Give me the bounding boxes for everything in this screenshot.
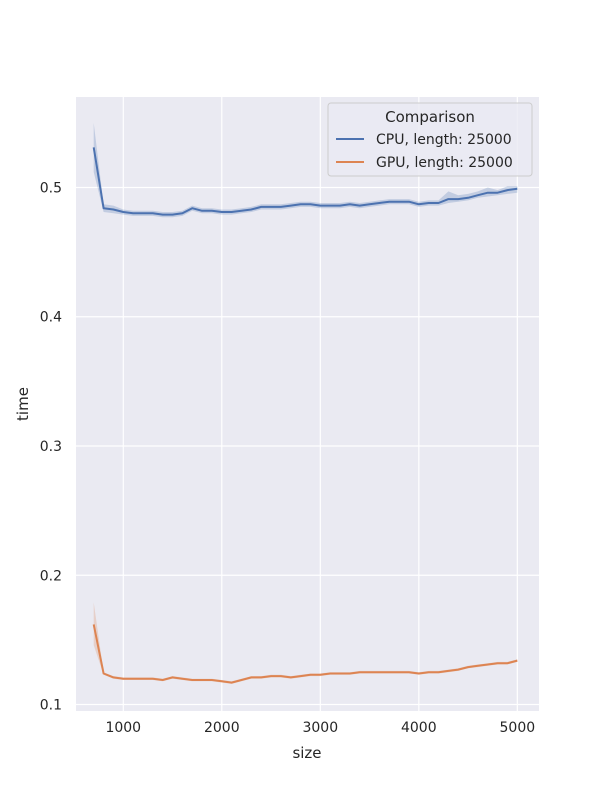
y-tick-label: 0.1 [40, 698, 62, 714]
y-tick-label: 0.3 [40, 439, 62, 455]
x-tick-label: 1000 [105, 720, 141, 736]
x-tick-label: 3000 [302, 720, 338, 736]
x-axis-ticks: 1000 2000 3000 4000 5000 [105, 720, 535, 736]
legend-box [327, 102, 533, 177]
y-tick-label: 0.4 [40, 310, 62, 326]
series-line-0 [92, 147, 518, 216]
legend-title: Comparison [385, 108, 475, 126]
y-axis-ticks: 0.1 0.2 0.3 0.4 0.5 [40, 180, 62, 713]
x-tick-label: 5000 [500, 720, 536, 736]
y-axis-label: time [14, 387, 32, 421]
y-tick-label: 0.2 [40, 568, 62, 584]
x-tick-label: 2000 [204, 720, 240, 736]
x-tick-label: 4000 [401, 720, 437, 736]
series-lines [92, 147, 518, 684]
legend: Comparison CPU, length: 25000 GPU, lengt… [327, 102, 533, 177]
plot-area [76, 97, 539, 711]
x-axis-label: size [292, 744, 321, 762]
y-tick-label: 0.5 [40, 180, 62, 196]
legend-label-cpu: CPU, length: 25000 [376, 132, 512, 148]
series-line-1 [92, 624, 518, 684]
legend-label-gpu: GPU, length: 25000 [376, 155, 513, 171]
grid [76, 97, 539, 711]
